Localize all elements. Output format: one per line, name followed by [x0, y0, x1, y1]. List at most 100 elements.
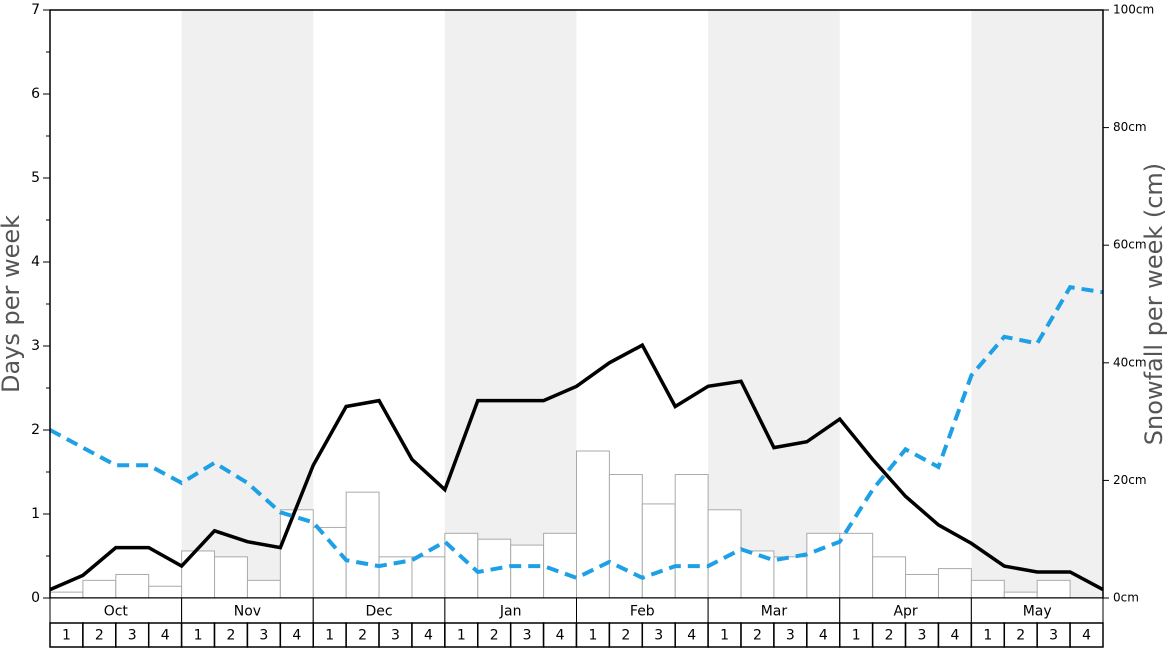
week-label: 2: [95, 628, 104, 644]
bar: [839, 532, 874, 599]
week-label: 1: [852, 628, 861, 644]
y-tick-label: 3: [31, 338, 40, 354]
week-label: 4: [819, 628, 828, 644]
bar: [115, 573, 150, 599]
week-label: 3: [786, 628, 795, 644]
line-series: [49, 342, 1104, 592]
background: [181, 10, 1103, 598]
y-tick-label: 4: [31, 254, 40, 270]
month-label: Dec: [366, 604, 393, 620]
month-band: [181, 10, 314, 598]
week-label: 3: [391, 628, 400, 644]
bar: [148, 585, 183, 599]
bar: [872, 556, 907, 599]
week-label: 2: [621, 628, 630, 644]
y2-tick-label: 20cm: [1113, 473, 1147, 487]
bar: [1036, 579, 1071, 599]
week-label: 3: [918, 628, 927, 644]
bar: [1003, 591, 1038, 599]
y2-tick-label: 0cm: [1113, 591, 1139, 605]
bar: [674, 474, 709, 599]
bar: [608, 474, 643, 599]
week-cell: [213, 622, 249, 648]
week-label: 4: [687, 628, 696, 644]
y2-tick-label: 40cm: [1113, 355, 1147, 369]
week-label: 4: [950, 628, 959, 644]
week-label: 2: [753, 628, 762, 644]
line-series: [49, 285, 1104, 581]
month-cell: [49, 597, 183, 624]
y-tick-label: 1: [31, 506, 40, 522]
week-label: 4: [292, 628, 301, 644]
y-axis-title: Days per week: [0, 215, 25, 393]
week-cell: [542, 622, 578, 648]
week-label: 2: [358, 628, 367, 644]
week-label: 1: [457, 628, 466, 644]
week-label: 4: [161, 628, 170, 644]
bar: [444, 532, 479, 599]
bar: [312, 526, 347, 599]
y2-tick-label: 60cm: [1113, 238, 1147, 252]
week-label: 3: [1049, 628, 1058, 644]
bar: [707, 509, 742, 599]
bar: [411, 556, 446, 599]
month-band: [971, 10, 1103, 598]
bar: [246, 579, 281, 599]
bar: [181, 550, 216, 599]
bar: [576, 450, 610, 599]
week-cell: [575, 622, 611, 648]
week-cell: [970, 622, 1006, 648]
week-cell: [509, 622, 545, 648]
month-label: Nov: [234, 604, 261, 620]
week-label: 3: [654, 628, 663, 644]
week-cell: [115, 622, 150, 648]
month-cell: [707, 597, 841, 624]
week-cell: [674, 622, 709, 648]
week-label: 4: [1082, 628, 1091, 644]
week-cell: [937, 622, 973, 648]
week-cell: [477, 622, 512, 648]
week-cell: [608, 622, 644, 648]
week-label: 4: [556, 628, 565, 644]
bar: [345, 491, 380, 599]
week-label: 1: [325, 628, 334, 644]
bar: [641, 503, 676, 599]
y-tick-label: 2: [31, 422, 40, 438]
week-cell: [1036, 622, 1071, 648]
week-cell: [411, 622, 446, 648]
month-label: Feb: [630, 604, 655, 620]
bar: [970, 579, 1005, 599]
month-cell: [839, 597, 972, 624]
month-band: [444, 10, 577, 598]
bar: [214, 556, 248, 599]
bar: [543, 532, 577, 599]
week-label: 1: [983, 628, 992, 644]
week-label: 3: [259, 628, 268, 644]
bar: [279, 509, 314, 599]
y2-tick-label: 80cm: [1113, 120, 1147, 134]
week-label: 3: [523, 628, 532, 644]
month-label: Apr: [893, 604, 917, 620]
month-label: Mar: [761, 604, 788, 620]
month-label: Oct: [104, 604, 129, 620]
bar: [905, 573, 939, 599]
bar: [49, 591, 84, 599]
week-cell: [312, 622, 347, 648]
week-label: 1: [720, 628, 729, 644]
week-label: 2: [1016, 628, 1025, 644]
month-band: [708, 10, 840, 598]
week-label: 1: [194, 628, 203, 644]
y2-axis-title: Snowfall per week (cm): [1140, 163, 1168, 445]
bar: [510, 544, 545, 599]
bar: [82, 579, 117, 599]
week-cell: [904, 622, 940, 648]
week-cell: [1069, 622, 1104, 648]
y-tick-label: 5: [31, 170, 40, 186]
week-label: 1: [62, 628, 71, 644]
y-tick-label: 0: [31, 590, 40, 606]
week-label: 2: [227, 628, 236, 644]
week-label: 2: [490, 628, 499, 644]
bar: [773, 556, 808, 599]
bar: [937, 568, 972, 599]
